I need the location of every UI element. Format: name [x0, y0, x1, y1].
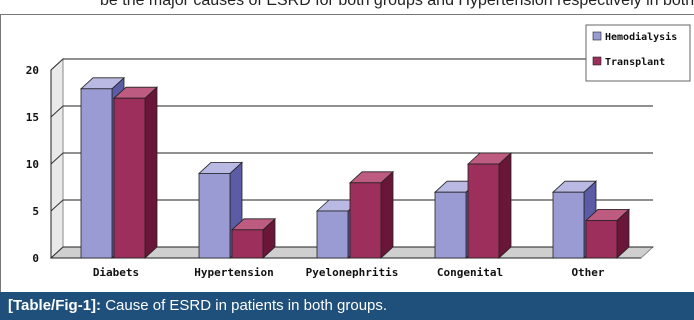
bar-transplant-other: [585, 219, 618, 259]
gridline-depth: [50, 105, 64, 118]
legend-label: Transplant: [605, 57, 665, 68]
bar-hemodialysis-other: [552, 191, 585, 259]
x-category-label: Diabets: [93, 266, 139, 279]
legend-label: Hemodialysis: [605, 31, 677, 43]
x-category-label: Pyelonephritis: [306, 266, 399, 279]
y-tick-label: 10: [26, 158, 39, 171]
bar-side: [380, 170, 394, 259]
chart-frame: 0 5 10 15 20 Diabets Hypertension Pyelonephriti…: [0, 14, 694, 292]
clipped-body-text: be the major causes of ESRD for both gro…: [100, 0, 694, 9]
y-tick-label: 5: [32, 205, 39, 218]
bar-chart: 0 5 10 15 20 Diabets Hypertension Pyelonephriti…: [26, 24, 691, 279]
x-category-label: Hypertension: [194, 266, 273, 279]
legend-box: [585, 24, 691, 82]
gridline-depth: [50, 199, 64, 212]
y-tick-label: 15: [26, 111, 39, 124]
x-category-label: Other: [571, 266, 604, 279]
bar-transplant-congenital: [467, 163, 500, 259]
gridline-depth: [50, 152, 64, 165]
y-tick-label: 0: [32, 252, 39, 265]
bars-layer: [79, 76, 631, 259]
bar-hemodialysis-diabets: [80, 88, 113, 259]
gridline-depth: [50, 58, 64, 71]
bar-transplant-hypertension: [231, 229, 264, 259]
figure-caption: [Table/Fig-1]: Cause of ESRD in patients…: [0, 292, 694, 320]
bar-transplant-pyelonephritis: [349, 182, 382, 259]
bar-transplant-diabets: [113, 97, 146, 259]
bar-side: [498, 152, 512, 259]
labels-layer: 0 5 10 15 20 Diabets Hypertension Pyelonephriti…: [26, 64, 605, 279]
x-category-label: Congenital: [437, 266, 503, 279]
gridline-depth: [50, 246, 64, 259]
legend: Hemodialysis Transplant: [585, 24, 691, 82]
bar-side: [144, 86, 158, 259]
bar-hemodialysis-congenital: [434, 191, 467, 259]
legend-swatch: [592, 56, 602, 66]
clipped-text-strip: be the major causes of ESRD for both gro…: [0, 0, 694, 14]
figure-caption-label: [Table/Fig-1]:: [8, 297, 102, 314]
y-tick-label: 20: [26, 64, 39, 77]
bar-hemodialysis-pyelonephritis: [316, 210, 349, 259]
figure-caption-text: Cause of ESRD in patients in both groups…: [105, 297, 388, 314]
legend-swatch: [592, 31, 602, 41]
bar-hemodialysis-hypertension: [198, 172, 231, 259]
